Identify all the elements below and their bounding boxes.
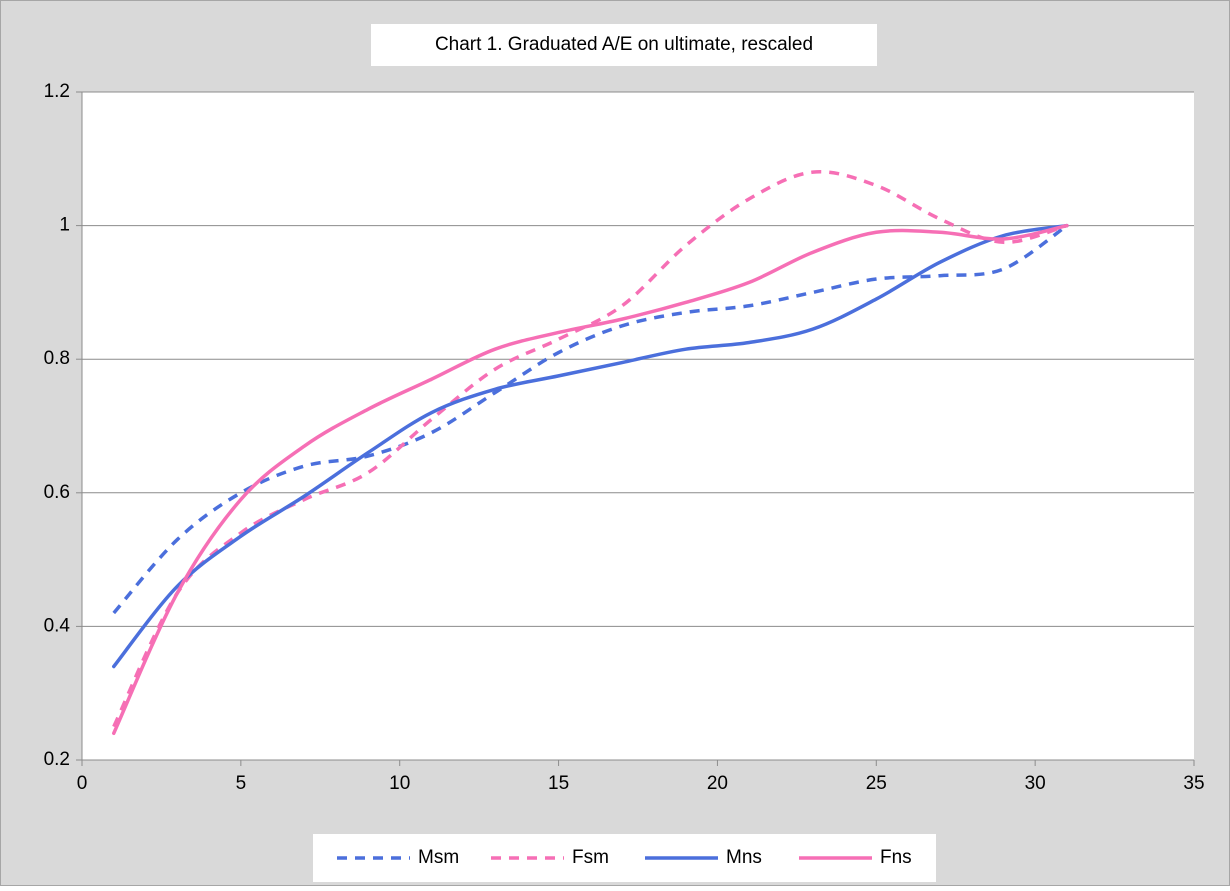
y-tick-label: 0.6 <box>44 482 70 503</box>
series-line <box>112 224 1068 615</box>
y-tick-label: 1.2 <box>44 81 70 102</box>
series-line <box>112 223 1069 669</box>
x-tick-label: 0 <box>77 773 88 794</box>
series-line <box>112 170 1068 728</box>
y-tick-label: 0.4 <box>44 615 71 636</box>
legend-label: Mns <box>726 847 762 868</box>
x-tick-label: 35 <box>1183 773 1204 794</box>
x-tick-label: 20 <box>707 773 728 794</box>
legend-label: Fns <box>880 847 912 868</box>
x-tick-label: 30 <box>1025 773 1046 794</box>
x-tick-label: 25 <box>866 773 887 794</box>
legend-label: Fsm <box>572 847 609 868</box>
chart-title: Chart 1. Graduated A/E on ultimate, resc… <box>435 34 813 55</box>
x-tick-label: 5 <box>236 773 247 794</box>
x-tick-label: 10 <box>389 773 410 794</box>
title-box <box>371 24 877 66</box>
y-tick-label: 0.8 <box>44 348 70 369</box>
y-tick-label: 1 <box>59 215 70 236</box>
legend-label: Msm <box>418 847 459 868</box>
plot-area <box>82 92 1194 760</box>
series-line <box>112 223 1069 736</box>
y-tick-label: 0.2 <box>44 749 70 770</box>
x-tick-label: 15 <box>548 773 569 794</box>
